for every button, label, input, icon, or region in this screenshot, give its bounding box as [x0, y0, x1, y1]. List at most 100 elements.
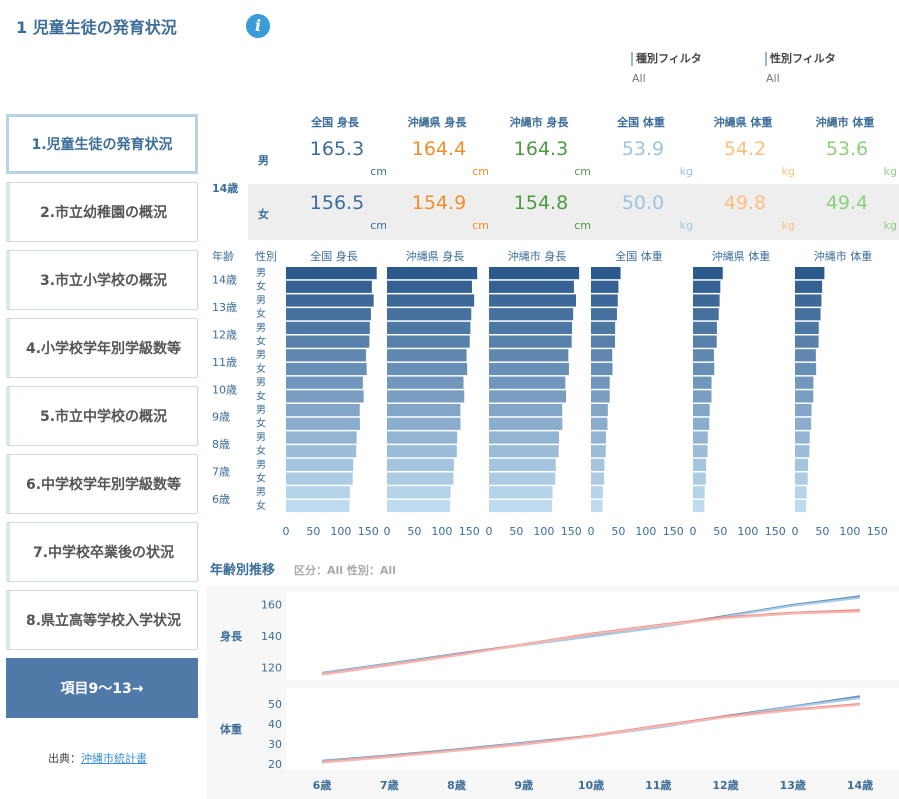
bar[interactable]	[489, 280, 574, 293]
bar[interactable]	[591, 280, 619, 293]
source-link[interactable]: 沖縄市統計書	[81, 752, 147, 765]
trend-line[interactable]	[321, 703, 861, 764]
bar[interactable]	[591, 362, 613, 376]
bar[interactable]	[489, 362, 569, 376]
bar[interactable]	[489, 294, 577, 307]
bar[interactable]	[591, 472, 605, 485]
bar[interactable]	[387, 404, 461, 417]
bar[interactable]	[795, 445, 810, 458]
bar[interactable]	[795, 321, 819, 334]
nav-item-elementary-classes[interactable]: 4.小学校学年別学級数等	[6, 318, 198, 378]
bar[interactable]	[387, 472, 454, 485]
bar[interactable]	[286, 294, 374, 307]
bar[interactable]	[591, 335, 616, 348]
bar[interactable]	[286, 486, 350, 499]
bar[interactable]	[591, 267, 621, 280]
bar[interactable]	[693, 321, 717, 334]
bar[interactable]	[693, 499, 705, 513]
bar[interactable]	[387, 458, 454, 471]
type-filter-value[interactable]: All	[632, 72, 646, 85]
bar[interactable]	[387, 486, 451, 499]
sex-filter-value[interactable]: All	[766, 72, 780, 85]
bar[interactable]	[591, 404, 608, 417]
nav-item-after-graduation[interactable]: 7.中学校卒業後の状況	[6, 522, 198, 582]
bar[interactable]	[693, 472, 706, 485]
bar[interactable]	[286, 390, 364, 403]
bar[interactable]	[489, 486, 553, 499]
bar[interactable]	[387, 376, 464, 389]
bar[interactable]	[286, 335, 370, 348]
bar[interactable]	[286, 362, 367, 376]
bar[interactable]	[286, 404, 360, 417]
bar[interactable]	[489, 321, 573, 334]
bar[interactable]	[387, 417, 461, 430]
bar[interactable]	[387, 267, 478, 280]
bar[interactable]	[489, 431, 560, 444]
info-icon[interactable]: i	[246, 14, 270, 38]
bar[interactable]	[489, 458, 556, 471]
bar[interactable]	[693, 294, 720, 307]
bar[interactable]	[693, 308, 719, 321]
nav-item-high-school-entry[interactable]: 8.県立高等学校入学状況	[6, 590, 198, 650]
bar[interactable]	[693, 445, 708, 458]
bar[interactable]	[286, 472, 353, 485]
bar[interactable]	[489, 308, 574, 321]
bar[interactable]	[387, 280, 472, 293]
bar[interactable]	[693, 349, 714, 362]
bar[interactable]	[489, 499, 553, 513]
bar[interactable]	[286, 280, 372, 293]
bar[interactable]	[591, 349, 613, 362]
bar[interactable]	[591, 376, 610, 389]
bar[interactable]	[489, 472, 556, 485]
nav-item-junior-high[interactable]: 5.市立中学校の概況	[6, 386, 198, 446]
bar[interactable]	[795, 499, 807, 513]
bar[interactable]	[387, 445, 457, 458]
nav-item-elementary[interactable]: 3.市立小学校の概況	[6, 250, 198, 310]
bar[interactable]	[795, 486, 807, 499]
bar[interactable]	[591, 431, 606, 444]
bar[interactable]	[795, 308, 821, 321]
bar[interactable]	[387, 321, 471, 334]
bar[interactable]	[693, 267, 723, 280]
bar[interactable]	[693, 458, 707, 471]
bar[interactable]	[591, 308, 617, 321]
bar[interactable]	[489, 335, 572, 348]
bar[interactable]	[591, 458, 605, 471]
bar[interactable]	[693, 431, 708, 444]
bar[interactable]	[489, 417, 563, 430]
bar[interactable]	[693, 335, 717, 348]
bar[interactable]	[489, 349, 569, 362]
bar[interactable]	[795, 335, 819, 348]
bar[interactable]	[693, 376, 712, 389]
bar[interactable]	[286, 308, 371, 321]
bar[interactable]	[693, 390, 712, 403]
bar[interactable]	[489, 390, 567, 403]
bar[interactable]	[693, 362, 715, 376]
bar[interactable]	[591, 321, 616, 334]
bar[interactable]	[693, 417, 710, 430]
bar[interactable]	[795, 404, 812, 417]
sex-filter[interactable]: 性別フィルタ All	[765, 52, 836, 85]
bar[interactable]	[387, 349, 467, 362]
bar[interactable]	[387, 431, 458, 444]
bar[interactable]	[387, 499, 451, 513]
bar[interactable]	[387, 294, 475, 307]
bar[interactable]	[795, 417, 812, 430]
bar[interactable]	[591, 486, 603, 499]
bar[interactable]	[795, 472, 808, 485]
bar[interactable]	[489, 445, 559, 458]
bar[interactable]	[489, 376, 566, 389]
bar[interactable]	[387, 390, 465, 403]
bar[interactable]	[795, 294, 822, 307]
bar[interactable]	[489, 404, 563, 417]
bar[interactable]	[286, 267, 377, 280]
bar[interactable]	[693, 280, 721, 293]
bar[interactable]	[693, 404, 710, 417]
bar[interactable]	[795, 390, 814, 403]
bar[interactable]	[795, 458, 809, 471]
bar[interactable]	[591, 294, 618, 307]
next-items-button[interactable]: 項目9～13→	[6, 658, 198, 718]
bar[interactable]	[286, 499, 350, 513]
bar[interactable]	[286, 376, 363, 389]
bar[interactable]	[286, 321, 370, 334]
